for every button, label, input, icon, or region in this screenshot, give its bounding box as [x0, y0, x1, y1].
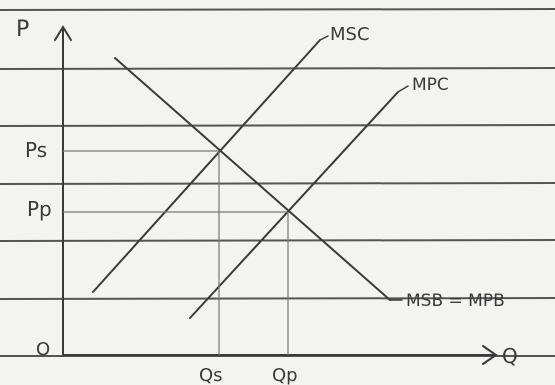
y-axis-arrow: [54, 25, 72, 41]
msc-label: MSC: [330, 24, 370, 45]
qp-label: Qp: [272, 365, 298, 385]
origin-label: O: [36, 339, 50, 360]
ruled-line: [0, 239, 555, 242]
guide-lines: [63, 150, 289, 355]
ruled-line: [0, 182, 555, 185]
label-connectors: [319, 35, 409, 301]
ruled-line: [0, 297, 555, 300]
pp-label: Pp: [27, 197, 52, 221]
msc-label-connector: [319, 35, 329, 41]
ruled-line: [0, 8, 555, 11]
mpc-label-connector: [397, 85, 409, 93]
msb-mpb-label: MSB = MPB: [406, 291, 505, 311]
qs-label: Qs: [199, 365, 223, 385]
x-axis-arrow: [482, 345, 498, 365]
msc-curve: [92, 39, 321, 293]
y-axis-label: P: [16, 17, 29, 42]
ruled-line: [0, 67, 555, 70]
ps-label: Ps: [25, 138, 47, 162]
mpc-label: MPC: [412, 75, 449, 95]
ruled-line: [0, 124, 555, 127]
curves: [92, 39, 399, 319]
axes: [54, 25, 498, 365]
msb-mpb-curve: [114, 57, 391, 301]
mpc-curve: [189, 91, 399, 319]
x-axis-label: Q: [502, 344, 518, 368]
